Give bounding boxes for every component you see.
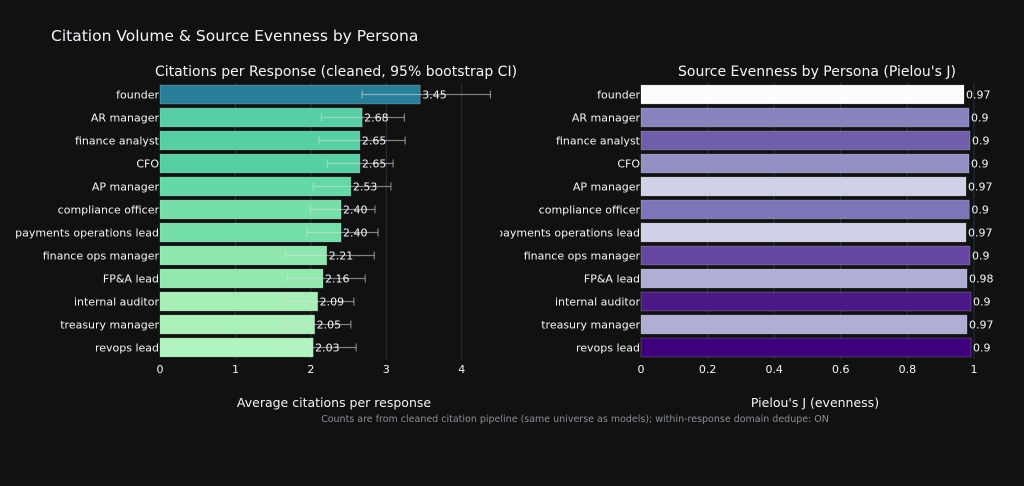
citations-value-label: 3.45 [422,89,447,102]
evenness-value-label: 0.9 [972,135,990,148]
evenness-plot: 0 0.2 0.4 0.6 0.8 1 founder 0.97 AR manager 0.9 fi… [496,83,994,376]
evenness-bar[interactable] [640,337,972,358]
citations-error-bar [361,90,492,99]
citations-chart-title: Citations per Response (cleaned, 95% boo… [154,64,518,80]
evenness-bar[interactable] [640,245,971,266]
evenness-category-label: payments operations lead [496,227,640,240]
evenness-bar[interactable] [640,291,972,312]
citations-x-tick-label: 0 [157,363,164,376]
citations-x-tick-label: 2 [307,363,314,376]
citations-error-bar [306,228,379,237]
citations-category-label: payments operations lead [15,227,159,240]
evenness-category-label: founder [597,89,640,102]
citations-category-label: AP manager [92,181,160,194]
evenness-category-label: revops lead [576,342,640,355]
evenness-x-tick-label: 1 [971,363,978,376]
evenness-value-label: 0.97 [966,89,991,102]
evenness-bar[interactable] [640,130,971,151]
citations-category-label: internal auditor [74,296,159,309]
citations-value-label: 2.16 [325,273,350,286]
citations-value-label: 2.68 [364,112,389,125]
citations-error-bar [278,343,357,352]
evenness-bar[interactable] [640,176,967,197]
evenness-category-label: compliance officer [539,204,641,217]
citations-plot: 0 1 2 3 4 founder 3.45 AR manager 2.68 finance an… [15,83,492,376]
evenness-chart-title: Source Evenness by Persona (Pielou's J) [678,64,956,80]
evenness-bar[interactable] [640,314,968,335]
evenness-bar[interactable] [640,199,970,220]
citations-value-label: 2.40 [343,204,368,217]
evenness-value-label: 0.9 [971,204,989,217]
footnote: Counts are from cleaned citation pipelin… [321,414,829,425]
citations-x-axis-label: Average citations per response [236,395,432,410]
citations-value-label: 2.09 [320,296,345,309]
citations-error-bar [309,205,376,214]
citations-error-bar [318,136,406,145]
citations-value-label: 2.65 [362,158,387,171]
citations-category-label: finance ops manager [43,250,160,263]
citations-error-bar [326,159,394,168]
evenness-category-label: AP manager [573,181,641,194]
evenness-bar[interactable] [640,268,968,289]
citations-value-label: 2.65 [362,135,387,148]
evenness-x-tick-label: 0.2 [699,363,717,376]
evenness-x-axis-label: Pielou's J (evenness) [750,395,880,410]
evenness-bar[interactable] [640,222,967,243]
citations-error-bar [282,320,352,329]
evenness-category-label: CFO [617,158,640,171]
evenness-category-label: AR manager [572,112,641,125]
citations-category-label: treasury manager [60,319,159,332]
citations-category-label: FP&A lead [103,273,159,286]
citations-value-label: 2.53 [353,181,378,194]
evenness-category-label: finance analyst [556,135,641,148]
citations-error-bar [284,251,375,260]
evenness-value-label: 0.9 [971,112,989,125]
evenness-value-label: 0.97 [968,227,993,240]
citations-x-tick-label: 1 [232,363,239,376]
evenness-x-tick-label: 0 [638,363,645,376]
evenness-value-label: 0.9 [973,296,991,309]
evenness-category-label: treasury manager [541,319,640,332]
citations-category-label: CFO [136,158,159,171]
evenness-value-label: 0.9 [971,158,989,171]
evenness-category-label: FP&A lead [584,273,640,286]
evenness-x-tick-label: 0.4 [765,363,783,376]
evenness-value-label: 0.97 [968,181,993,194]
evenness-x-tick-label: 0.8 [899,363,917,376]
citations-category-label: AR manager [91,112,160,125]
evenness-category-label: finance ops manager [524,250,641,263]
evenness-value-label: 0.97 [969,319,994,332]
citations-error-bar [283,297,355,306]
citations-category-label: founder [116,89,159,102]
citations-value-label: 2.40 [343,227,368,240]
citations-category-label: revops lead [95,342,159,355]
evenness-bar[interactable] [640,153,970,174]
evenness-bar[interactable] [640,84,965,105]
citations-x-tick-label: 4 [458,363,465,376]
citations-value-label: 2.05 [317,319,342,332]
citations-value-label: 2.21 [329,250,354,263]
citations-category-label: finance analyst [75,135,160,148]
evenness-value-label: 0.98 [969,273,994,286]
citations-category-label: compliance officer [58,204,160,217]
figure-title: Citation Volume & Source Evenness by Per… [51,27,419,45]
evenness-bar[interactable] [640,107,970,128]
evenness-x-tick-label: 0.6 [832,363,850,376]
evenness-value-label: 0.9 [972,250,990,263]
citations-x-tick-label: 3 [383,363,390,376]
evenness-value-label: 0.9 [973,342,991,355]
citations-error-bar [286,274,366,283]
citations-error-bar [312,182,392,191]
citations-value-label: 2.03 [315,342,340,355]
evenness-category-label: internal auditor [555,296,640,309]
citations-error-bar [320,113,406,122]
